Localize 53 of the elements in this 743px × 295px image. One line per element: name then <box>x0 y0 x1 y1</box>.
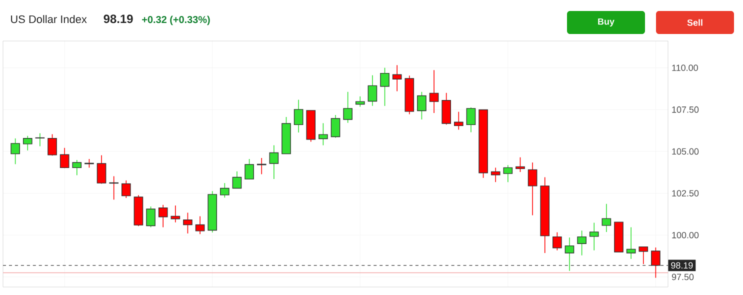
chart-title: US Dollar Index <box>11 15 87 24</box>
y-tick-label: 107.50 <box>672 106 699 113</box>
candlestick <box>651 247 660 278</box>
candlestick <box>220 182 230 198</box>
candlestick <box>454 111 464 130</box>
candlestick <box>564 237 574 272</box>
candlestick <box>72 160 82 176</box>
candlestick <box>146 206 156 228</box>
candlestick <box>602 203 612 232</box>
candlestick <box>552 232 562 251</box>
candlestick <box>392 64 402 92</box>
text: Buy <box>598 18 614 27</box>
candlestick <box>368 74 378 106</box>
candlestick <box>195 216 205 235</box>
candlestick <box>121 180 131 198</box>
candlestick <box>626 226 636 260</box>
candlestick <box>577 230 586 256</box>
candlestick <box>516 156 525 172</box>
candlestick <box>48 134 57 156</box>
candlestick <box>10 138 20 165</box>
candlestick <box>466 107 476 133</box>
candlestick <box>35 132 45 147</box>
candlestick <box>589 222 599 251</box>
candlestick <box>638 246 648 264</box>
candlestick <box>503 164 513 182</box>
y-tick-label: 105.00 <box>672 148 699 155</box>
candlestick <box>244 158 254 180</box>
candlestick <box>330 114 340 138</box>
candlestick <box>417 91 426 120</box>
candlestick <box>318 122 328 146</box>
candlestick <box>490 167 500 182</box>
candlestick <box>232 170 242 189</box>
y-tick-label: 102.50 <box>672 190 699 196</box>
text: +0.32 (+0.33%) <box>142 16 210 26</box>
candlestick <box>294 99 304 133</box>
candlestick <box>183 212 192 234</box>
candlestick <box>429 70 439 114</box>
candlestick <box>528 162 538 216</box>
candlestick <box>442 92 452 126</box>
candlestick <box>158 204 168 228</box>
y-tick-label: 110.00 <box>672 64 698 71</box>
y-tick-label: 97.50 <box>672 274 694 280</box>
candlestick <box>96 154 106 184</box>
candlestick <box>380 67 390 106</box>
candlestick <box>22 135 32 151</box>
chart-subtitle: 98.19 <box>104 14 133 24</box>
candlestick <box>343 91 352 124</box>
candlestick <box>60 148 70 169</box>
candlestick <box>355 96 365 108</box>
ref-line-label: 98.19 <box>671 262 693 269</box>
text: Sell <box>687 19 702 26</box>
candlestick <box>269 144 279 180</box>
y-tick-label: 100.00 <box>672 232 699 238</box>
